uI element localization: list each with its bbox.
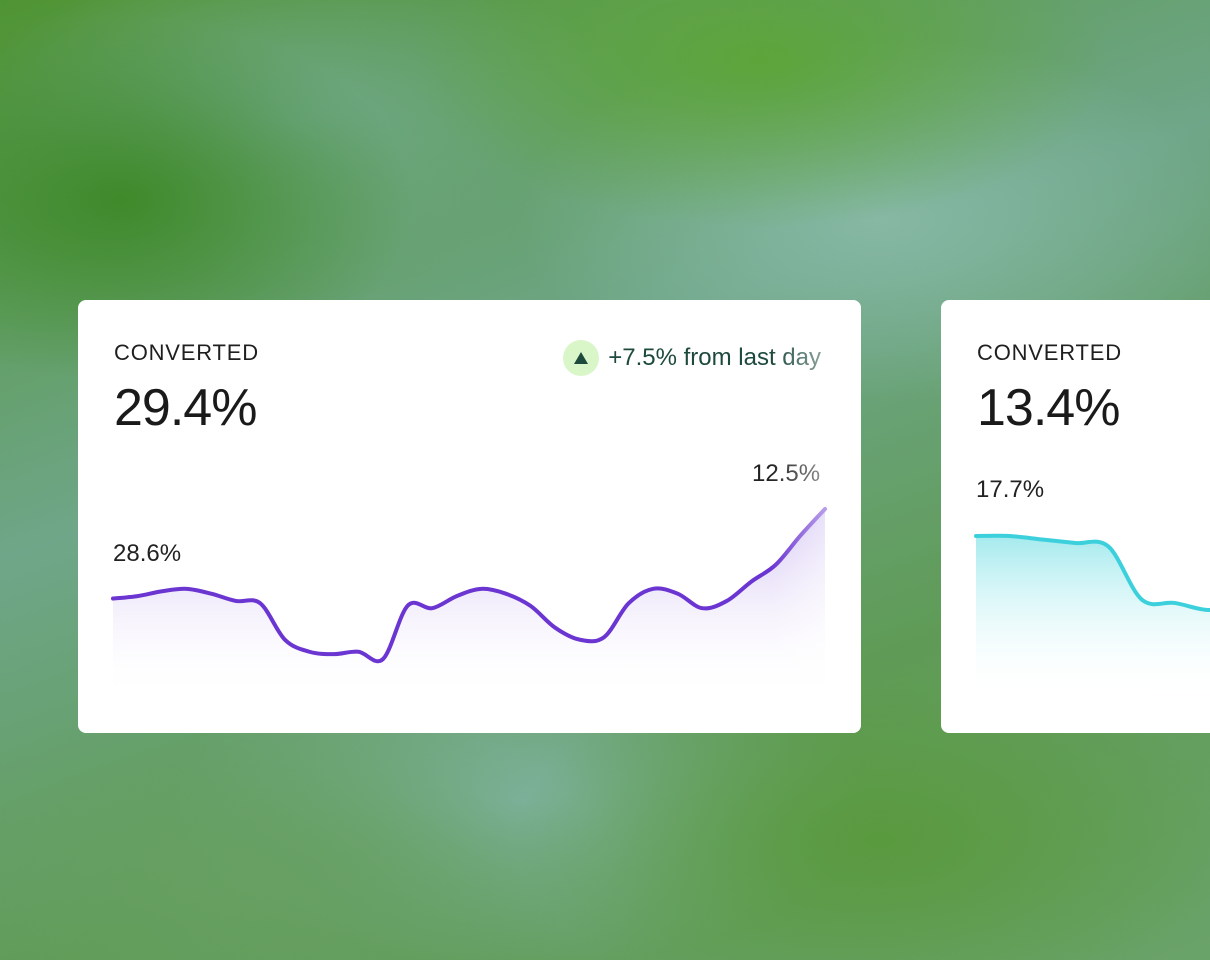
delta-text: +7.5% from last day <box>608 344 821 371</box>
card-label: CONVERTED <box>977 340 1122 365</box>
triangle-up-icon <box>563 340 600 376</box>
chart-converted-2 <box>974 533 1210 700</box>
card-label: CONVERTED <box>114 340 259 365</box>
chart-line <box>974 533 1210 613</box>
start-point-label: 17.7% <box>976 476 1045 503</box>
end-point-label: 12.5% <box>752 460 821 487</box>
start-point-label: 28.6% <box>113 540 182 567</box>
card-value: 13.4% <box>977 379 1120 437</box>
converted-card-1: CONVERTED 29.4% +7.5% from last day 28.6… <box>78 300 861 733</box>
chart-line <box>111 507 827 664</box>
card-value: 29.4% <box>114 379 257 437</box>
delta-badge: +7.5% from last day <box>563 340 821 376</box>
chart-area <box>113 509 825 700</box>
converted-card-2: CONVERTED 13.4% 17.7% <box>941 300 1210 733</box>
chart-area <box>976 535 1210 700</box>
chart-converted-1 <box>111 507 827 700</box>
